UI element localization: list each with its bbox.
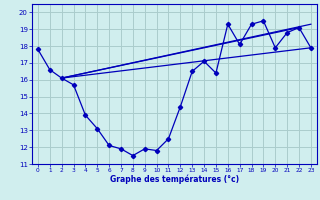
X-axis label: Graphe des températures (°c): Graphe des températures (°c) <box>110 175 239 184</box>
